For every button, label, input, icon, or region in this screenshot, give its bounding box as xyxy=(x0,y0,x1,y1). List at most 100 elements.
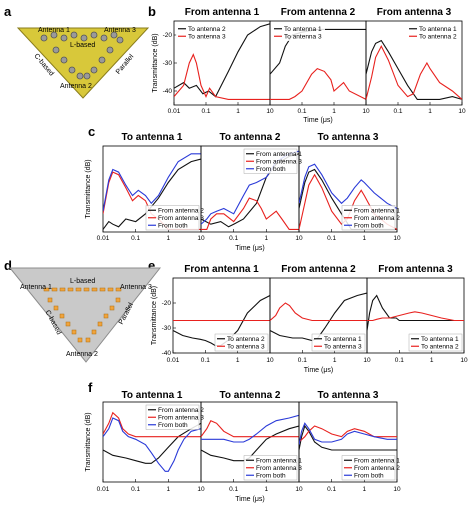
schematic-d-label-lbased: L-based xyxy=(70,278,95,285)
series-line-black xyxy=(103,158,201,230)
y-tick-label: -40 xyxy=(163,88,173,95)
series-line-black xyxy=(367,294,464,331)
x-tick-label: 10 xyxy=(362,108,370,115)
legend-label: To antenna 3 xyxy=(227,343,265,350)
panel-letter-a: a xyxy=(4,4,12,19)
y-tick-label: -30 xyxy=(162,325,172,332)
legend: To antenna 1To antenna 2 xyxy=(408,333,463,352)
legend-label: To antenna 1 xyxy=(421,336,459,343)
schematic-d: L-based Antenna 1 Antenna 3 C-based Para… xyxy=(8,267,162,363)
chart-panel-b: Transmittance (dB) Time (μs) From antenna … xyxy=(152,7,466,124)
schematic-a-label-antenna3: Antenna 3 xyxy=(104,27,136,34)
series-line-black xyxy=(299,424,397,451)
legend-label: To antenna 3 xyxy=(284,33,322,40)
x-tick-label: 0.1 xyxy=(327,486,336,493)
x-tick-label: 0.1 xyxy=(131,486,140,493)
legend-label: From antenna 3 xyxy=(158,414,204,421)
series-line-red xyxy=(201,419,299,438)
subplot-title: To antenna 2 xyxy=(220,390,281,401)
x-axis-label-b: Time (μs) xyxy=(303,117,332,124)
legend-label: From both xyxy=(158,222,188,229)
schematic-d-label-antenna3: Antenna 3 xyxy=(120,284,152,291)
legend-label: From antenna 2 xyxy=(158,207,204,214)
series-line-black xyxy=(103,422,201,464)
legend-box xyxy=(408,333,463,352)
legend-label: From antenna 2 xyxy=(354,215,400,222)
subplot-b-2: From antenna 2 0.1 1 10 To antenna 1To anten… xyxy=(269,7,370,115)
x-tick-label: 1 xyxy=(167,486,171,493)
legend-label: From antenna 3 xyxy=(256,465,302,472)
x-tick-label: 1 xyxy=(333,357,337,364)
legend-box xyxy=(311,333,366,352)
series-line-red xyxy=(366,44,462,100)
legend-label: From antenna 3 xyxy=(256,158,302,165)
x-tick-label: 1 xyxy=(363,235,367,242)
legend-label: To antenna 2 xyxy=(227,336,265,343)
y-tick-label: -40 xyxy=(162,350,172,357)
x-tick-label: 10 xyxy=(266,108,274,115)
subplot-title: To antenna 2 xyxy=(220,132,281,143)
x-tick-label: 0.1 xyxy=(395,357,404,364)
chart-panel-e: Transmittance (dB) Time (μs) From antenna … xyxy=(151,264,468,374)
panel-letter-b: b xyxy=(148,4,156,19)
legend: To antenna 2To antenna 3 xyxy=(176,24,229,41)
legend-label: From antenna 3 xyxy=(158,215,204,222)
legend-label: From antenna 2 xyxy=(158,407,204,414)
y-axis-label-e: Transmittance (dB) xyxy=(151,286,158,345)
subplot-e-1: From antenna 1 0.01 0.1 1 10 -20 -30 -40 To ante… xyxy=(162,264,274,364)
legend-label: To antenna 2 xyxy=(419,33,457,40)
x-tick-label: 0.1 xyxy=(327,235,336,242)
x-tick-label: 0.01 xyxy=(97,235,110,242)
legend-label: To antenna 2 xyxy=(421,343,459,350)
legend-box xyxy=(176,24,229,41)
legend-label: From both xyxy=(256,472,286,479)
subplot-e-2: From antenna 2 0.1 1 10 To antenna 1To anten… xyxy=(269,264,371,364)
series-line-red xyxy=(174,53,270,100)
legend-label: To antenna 3 xyxy=(324,343,362,350)
x-tick-label: 0.1 xyxy=(201,357,210,364)
schematic-a: Antenna 1 L-based Antenna 3 C-based Para… xyxy=(16,27,150,99)
subplot-title: From antenna 2 xyxy=(281,7,356,18)
subplot-frame xyxy=(366,277,465,354)
legend-label: From antenna 2 xyxy=(354,465,400,472)
subplot-title: From antenna 3 xyxy=(378,264,453,275)
legend-label: From both xyxy=(256,166,286,173)
series-line-red xyxy=(103,411,201,438)
series-line-blue xyxy=(103,417,201,472)
panel-letter-d: d xyxy=(4,258,12,273)
panel-letter-c: c xyxy=(88,124,95,139)
schematic-a-triangle xyxy=(16,27,150,99)
x-tick-label: 1 xyxy=(363,486,367,493)
x-tick-label: 10 xyxy=(197,235,205,242)
x-tick-label: 1 xyxy=(236,357,240,364)
schematic-d-coils xyxy=(43,287,122,343)
series-line-blue xyxy=(201,414,299,443)
series-line-red xyxy=(270,302,367,322)
legend-label: To antenna 1 xyxy=(419,26,457,33)
legend: To antenna 2To antenna 3 xyxy=(214,333,269,352)
legend-label: From antenna 1 xyxy=(256,457,302,464)
x-tick-label: 0.1 xyxy=(229,235,238,242)
x-tick-label: 10 xyxy=(363,357,371,364)
subplot-title: From antenna 2 xyxy=(281,264,356,275)
panel-letter-f: f xyxy=(88,380,93,395)
schematic-a-label-antenna1: Antenna 1 xyxy=(38,27,70,34)
x-tick-label: 10 xyxy=(460,357,468,364)
y-tick-label: -20 xyxy=(163,32,173,39)
subplot-b-3: From antenna 3 0.1 1 10 To antenna 1To anten… xyxy=(365,7,466,115)
series-line-red xyxy=(270,67,366,100)
legend-label: From both xyxy=(354,472,384,479)
x-tick-label: 1 xyxy=(236,108,240,115)
x-tick-label: 10 xyxy=(393,235,401,242)
x-tick-label: 0.01 xyxy=(167,357,180,364)
legend-label: To antenna 1 xyxy=(324,336,362,343)
x-tick-label: 1 xyxy=(265,235,269,242)
